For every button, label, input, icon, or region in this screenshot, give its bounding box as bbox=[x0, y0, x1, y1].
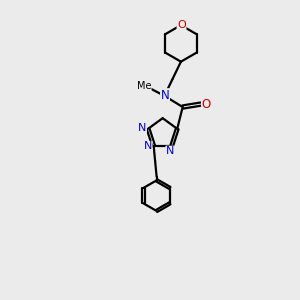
Text: N: N bbox=[166, 146, 174, 156]
Text: N: N bbox=[160, 89, 169, 102]
Text: N: N bbox=[138, 123, 146, 133]
Text: O: O bbox=[202, 98, 211, 111]
Text: N: N bbox=[144, 142, 152, 152]
Text: O: O bbox=[177, 20, 186, 30]
Text: Me: Me bbox=[136, 81, 151, 91]
